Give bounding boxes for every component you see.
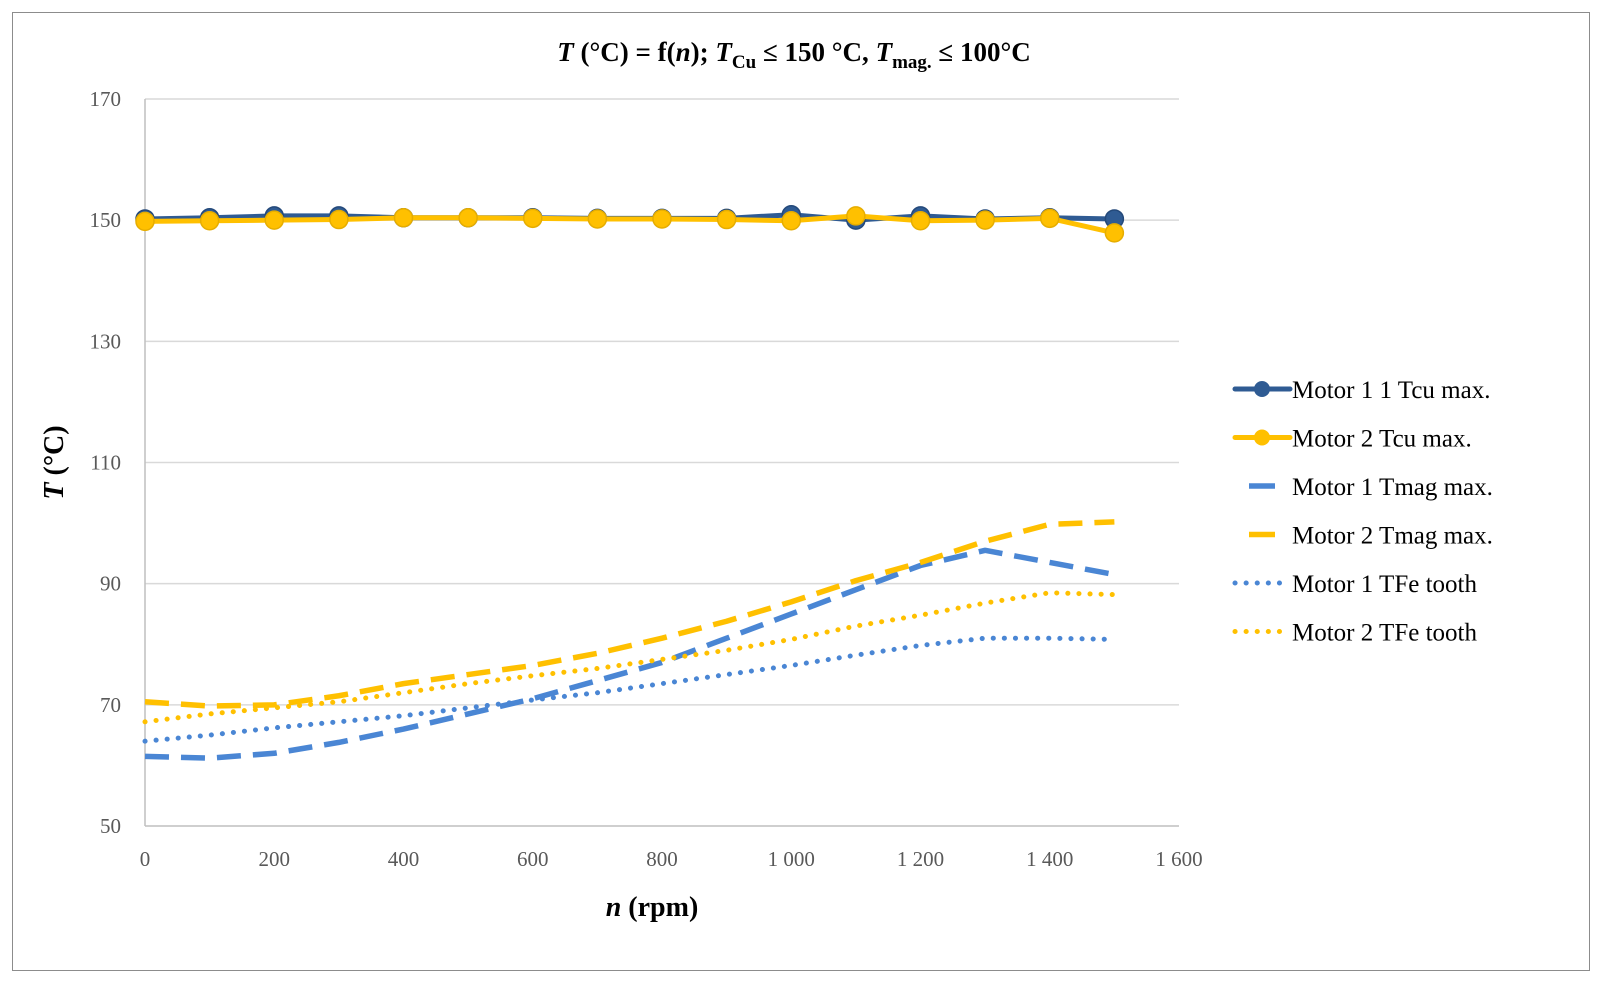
data-point [135, 211, 155, 232]
legend-label: Motor 1 TFe tooth [1292, 571, 1477, 598]
series-layer [135, 204, 1125, 761]
x-tick-label: 1 200 [897, 847, 944, 871]
title-part: T [715, 37, 733, 67]
title-part: Cu [732, 52, 757, 73]
title-part: mag. [892, 52, 932, 73]
series-line [142, 590, 1117, 725]
y-axis: 50 70 90 110 130 150 170 [90, 87, 122, 838]
data-point [264, 210, 284, 230]
title-part: T [876, 37, 894, 67]
data-point [910, 211, 931, 231]
data-point [329, 209, 349, 230]
legend-item-motor-2-tmag-max: Motor 2 Tmag max. [1249, 523, 1493, 550]
x-tick-label: 800 [646, 847, 678, 871]
legend-label: Motor 1 Tmag max. [1292, 474, 1493, 501]
series-motor-2-tcu-max [135, 206, 1125, 243]
series-line [144, 519, 1115, 709]
series-line [142, 213, 1117, 236]
series-motor-2-tfe-tooth [142, 590, 1117, 725]
legend-marker [1254, 429, 1270, 446]
x-axis-var: n [606, 892, 622, 923]
legend-item-motor-1-tfe-tooth: Motor 1 TFe tooth [1232, 571, 1477, 598]
x-tick-label: 200 [259, 847, 291, 871]
data-point [587, 209, 608, 229]
series-line [142, 635, 1117, 744]
y-tick-label: 110 [90, 451, 121, 475]
data-point [199, 211, 220, 231]
y-tick-label: 170 [90, 87, 122, 111]
legend-item-motor-1-tmag-max: Motor 1 Tmag max. [1249, 474, 1493, 501]
series-motor-1-tmag-max [144, 547, 1115, 761]
chart: T (°C) = f(n); TCu ≤ 150 °C, Tmag. ≤ 100… [39, 37, 1493, 923]
legend-marker [1254, 381, 1270, 397]
y-tick-label: 90 [100, 572, 121, 596]
series-motor-1-tfe-tooth [142, 635, 1117, 744]
grid-layer [144, 98, 1179, 827]
legend-label: Motor 2 TFe tooth [1292, 620, 1477, 647]
series-motor-2-tmag-max [144, 519, 1115, 709]
chart-title: T (°C) = f(n); TCu ≤ 150 °C, Tmag. ≤ 100… [557, 37, 1031, 73]
title-part: (°C) = f( [574, 37, 676, 67]
y-axis-var: T [39, 481, 70, 500]
data-point [975, 210, 995, 230]
legend: Motor 1 1 Tcu max. Motor 2 Tcu max. Motor … [1232, 377, 1493, 647]
y-tick-label: 70 [100, 693, 121, 717]
data-point [393, 207, 414, 228]
legend-item-motor-2-tfe-tooth: Motor 2 TFe tooth [1232, 620, 1477, 647]
title-part: ≤ 100°C [932, 37, 1031, 67]
x-tick-label: 1 000 [768, 847, 815, 871]
data-point [781, 211, 801, 231]
y-tick-label: 130 [90, 329, 122, 353]
x-tick-label: 600 [517, 847, 549, 871]
data-point [458, 207, 478, 228]
data-point [1104, 223, 1125, 243]
legend-item-motor-2-tcu-max: Motor 2 Tcu max. [1232, 426, 1472, 453]
title-part: n [676, 37, 691, 67]
data-point [846, 206, 866, 226]
series-line [144, 547, 1115, 761]
y-axis-unit: (°C) [39, 425, 70, 482]
legend-label: Motor 2 Tmag max. [1292, 523, 1493, 550]
x-axis: 0 200 400 600 800 1 000 1 200 1 400 1 600 [140, 847, 1203, 871]
x-axis-unit: (rpm) [621, 892, 698, 923]
chart-frame: T (°C) = f(n); TCu ≤ 150 °C, Tmag. ≤ 100… [12, 12, 1590, 971]
legend-label: Motor 1 1 Tcu max. [1292, 377, 1490, 404]
data-point [1040, 208, 1060, 229]
data-point [716, 209, 737, 230]
y-axis-title: T (°C) [39, 425, 70, 499]
x-tick-label: 400 [388, 847, 420, 871]
x-tick-label: 1 600 [1155, 847, 1202, 871]
x-tick-label: 1 400 [1026, 847, 1073, 871]
x-tick-label: 0 [140, 847, 151, 871]
title-part: T [557, 37, 575, 67]
title-part: ); [691, 37, 716, 67]
data-point [652, 209, 672, 229]
legend-item-motor-1-1-tcu-max: Motor 1 1 Tcu max. [1232, 377, 1490, 404]
title-part: ≤ 150 °C, [756, 37, 875, 67]
data-point [523, 208, 543, 229]
y-tick-label: 50 [100, 814, 121, 838]
x-axis-title: n (rpm) [606, 892, 699, 923]
legend-label: Motor 2 Tcu max. [1292, 426, 1472, 453]
y-tick-label: 150 [90, 208, 122, 232]
